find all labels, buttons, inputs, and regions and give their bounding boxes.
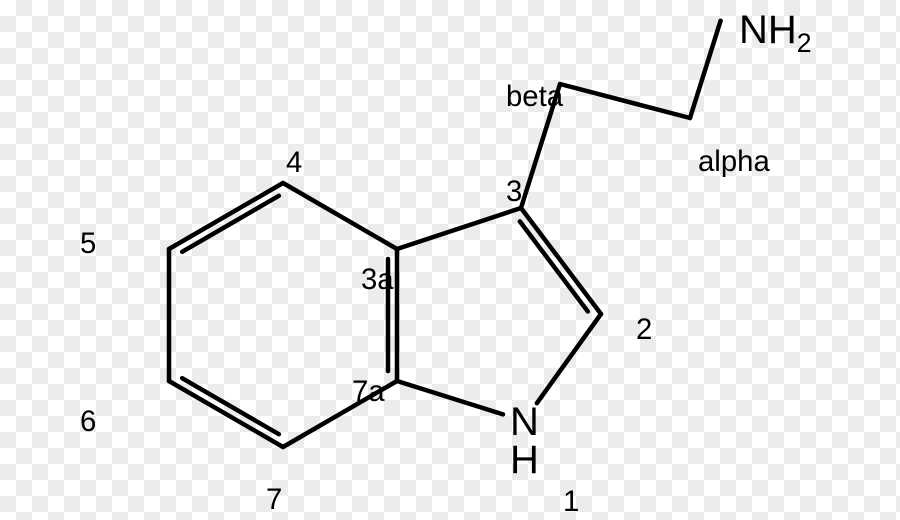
- label-pos6: 6: [80, 407, 96, 436]
- label-pos4: 4: [286, 148, 302, 177]
- molecule-svg: [0, 0, 900, 520]
- label-pos3a: 3a: [361, 265, 394, 294]
- atom-nh2-n: N: [739, 8, 768, 52]
- label-pos5: 5: [80, 229, 96, 258]
- label-pos7: 7: [266, 485, 282, 514]
- atom-nh2-sub: 2: [797, 28, 812, 58]
- label-pos7a: 7a: [352, 377, 385, 406]
- label-beta: beta: [506, 82, 563, 111]
- label-pos3: 3: [506, 177, 522, 206]
- atom-n1-h: H: [510, 441, 538, 479]
- label-alpha: alpha: [698, 147, 770, 176]
- atom-n1-n: N: [510, 403, 538, 441]
- label-pos1: 1: [563, 487, 579, 516]
- atom-nh2-h: H: [768, 8, 797, 52]
- atom-n1: N H: [510, 403, 538, 479]
- atom-nh2: NH2: [739, 10, 812, 57]
- label-pos2: 2: [636, 315, 652, 344]
